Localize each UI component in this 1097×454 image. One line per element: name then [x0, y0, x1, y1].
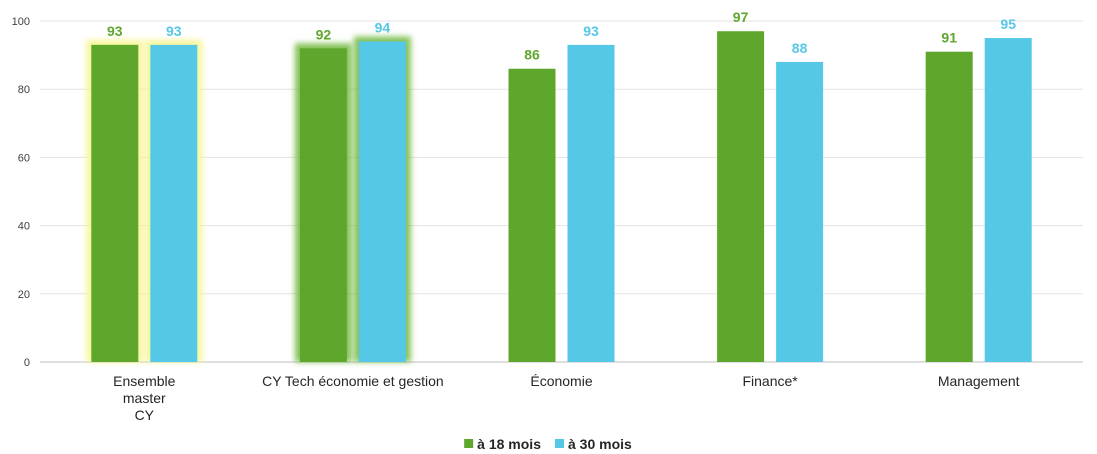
y-tick-label: 80 [18, 84, 30, 96]
gridlines [40, 20, 1083, 363]
x-tick-label: Économie [530, 373, 592, 389]
y-tick-label: 60 [18, 152, 30, 164]
legend-swatch [464, 439, 474, 448]
x-tick-label: master [123, 390, 166, 406]
legend-label: à 30 mois [568, 436, 632, 452]
data-labels: 93 93 92 94 86 93 97 88 91 95 [107, 9, 1016, 63]
data-label: 88 [792, 40, 808, 56]
bar [717, 31, 765, 362]
bar [567, 44, 615, 363]
y-axis: 0 20 40 60 80 100 [12, 16, 30, 369]
legend-item: à 30 mois [555, 436, 632, 452]
data-label: 93 [166, 23, 182, 39]
bar [91, 44, 139, 363]
data-label: 97 [733, 9, 749, 25]
legend-label: à 18 mois [477, 436, 541, 452]
data-label: 93 [583, 23, 599, 39]
x-tick-label: CY [135, 407, 155, 423]
legend: à 18 mois à 30 mois [464, 436, 632, 452]
legend-swatch [555, 439, 564, 448]
y-tick-label: 0 [24, 357, 30, 369]
legend-item: à 18 mois [464, 436, 541, 452]
y-tick-label: 20 [18, 289, 30, 301]
x-tick-label: CY Tech économie et gestion [262, 373, 444, 389]
x-tick-label: Management [938, 373, 1020, 389]
data-label: 86 [524, 47, 540, 63]
bar [508, 68, 556, 363]
y-tick-label: 40 [18, 221, 30, 233]
bar [925, 51, 973, 362]
data-label: 92 [316, 26, 332, 42]
bar [984, 38, 1032, 363]
data-label: 95 [1000, 16, 1016, 32]
data-label: 94 [375, 19, 391, 35]
bar [358, 41, 406, 363]
bar [299, 48, 347, 362]
data-label: 91 [941, 30, 957, 46]
bar [150, 44, 198, 363]
bars [91, 31, 1032, 363]
x-tick-label: Finance* [742, 373, 798, 389]
x-tick-label: Ensemble [113, 373, 175, 389]
y-tick-label: 100 [12, 16, 30, 28]
bar [776, 61, 824, 363]
data-label: 93 [107, 23, 123, 39]
